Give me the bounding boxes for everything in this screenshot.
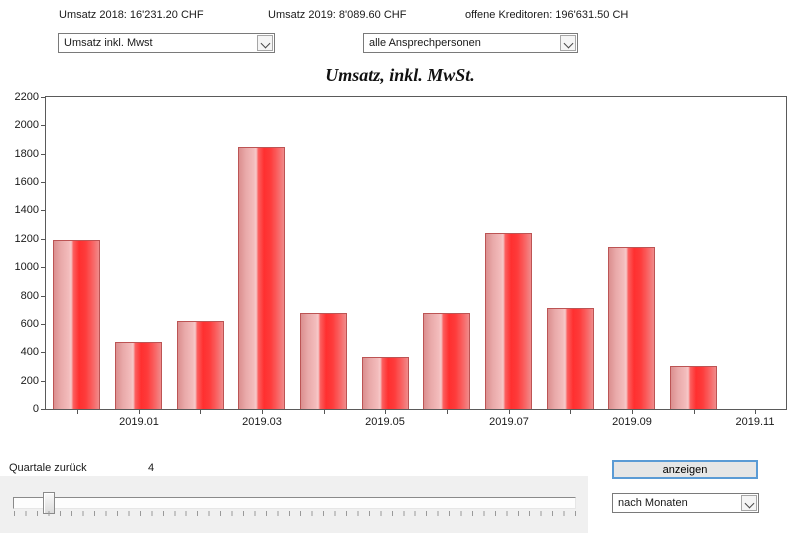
- x-axis-tick: [570, 410, 571, 414]
- bar-2019.08: [546, 308, 594, 409]
- offene-kreditoren-label: offene Kreditoren: 196'631.50 CH: [465, 9, 629, 21]
- persons-select[interactable]: alle Ansprechpersonen: [363, 33, 578, 53]
- y-axis-tick: [41, 97, 45, 98]
- bar-2019.10: [670, 366, 717, 409]
- slider-tick-marks: [14, 511, 577, 516]
- x-axis-tick: [262, 410, 263, 414]
- chevron-down-icon: [744, 498, 755, 509]
- granularity-select-value: nach Monaten: [618, 497, 688, 509]
- bar-2019.01: [115, 342, 162, 409]
- y-axis-label: 200: [20, 375, 39, 387]
- chevron-down-icon: [563, 38, 574, 49]
- bar-2019.07: [485, 233, 532, 409]
- x-axis-label: 2019.11: [735, 416, 775, 428]
- bar-2018.12: [53, 240, 101, 409]
- y-axis-tick: [41, 381, 45, 382]
- y-axis-tick: [41, 324, 45, 325]
- quarters-slider-track[interactable]: [13, 497, 576, 509]
- y-axis-label: 1800: [14, 148, 39, 160]
- metric-select[interactable]: Umsatz inkl. Mwst: [58, 33, 275, 53]
- metric-select-value: Umsatz inkl. Mwst: [64, 37, 153, 49]
- y-axis-tick: [41, 352, 45, 353]
- x-axis-label: 2019.03: [242, 416, 282, 428]
- y-axis-label: 1000: [14, 261, 39, 273]
- x-axis-label: 2019.01: [119, 416, 159, 428]
- x-axis-tick: [324, 410, 325, 414]
- bar-2019.09: [608, 247, 656, 409]
- y-axis-label: 1400: [14, 204, 39, 216]
- x-axis-label: 2019.09: [612, 416, 652, 428]
- x-axis-tick: [77, 410, 78, 414]
- y-axis-label: 400: [20, 346, 39, 358]
- chevron-down-icon: [260, 38, 271, 49]
- bar-2019.03: [238, 147, 286, 409]
- anzeigen-button[interactable]: anzeigen: [612, 460, 758, 479]
- y-axis-label: 1200: [14, 233, 39, 245]
- bar-2019.06: [423, 313, 471, 409]
- quartale-zurueck-label: Quartale zurück: [9, 462, 87, 474]
- y-axis-label: 2200: [14, 91, 39, 103]
- y-axis-tick: [41, 267, 45, 268]
- bar-2019.05: [361, 357, 409, 409]
- y-axis-label: 0: [32, 403, 39, 415]
- x-axis-tick: [385, 410, 386, 414]
- umsatz-2019-label: Umsatz 2019: 8'089.60 CHF: [268, 9, 407, 21]
- y-axis-tick: [41, 125, 45, 126]
- y-axis-label: 1600: [14, 176, 39, 188]
- bar-2019.02: [176, 321, 224, 409]
- umsatz-2018-label: Umsatz 2018: 16'231.20 CHF: [59, 9, 204, 21]
- x-axis-tick: [509, 410, 510, 414]
- y-axis-tick: [41, 239, 45, 240]
- y-axis-label: 600: [20, 318, 39, 330]
- x-axis-tick: [200, 410, 201, 414]
- x-axis-tick: [694, 410, 695, 414]
- x-axis-tick: [755, 410, 756, 414]
- x-axis-tick: [139, 410, 140, 414]
- persons-select-arrow-button[interactable]: [560, 35, 576, 51]
- y-axis-tick: [41, 296, 45, 297]
- quartale-zurueck-value: 4: [148, 462, 155, 474]
- y-axis-label: 800: [20, 290, 39, 302]
- x-axis-label: 2019.07: [489, 416, 529, 428]
- granularity-select[interactable]: nach Monaten: [612, 493, 759, 513]
- bar-2019.04: [300, 313, 347, 409]
- y-axis-tick: [41, 154, 45, 155]
- y-axis-label: 2000: [14, 119, 39, 131]
- y-axis-tick: [41, 210, 45, 211]
- chart-title: Umsatz, inkl. MwSt.: [325, 65, 475, 85]
- y-axis-tick: [41, 182, 45, 183]
- persons-select-value: alle Ansprechpersonen: [369, 37, 481, 49]
- bar-chart-plot-area: [45, 96, 787, 410]
- x-axis-tick: [447, 410, 448, 414]
- x-axis-tick: [632, 410, 633, 414]
- slider-panel: [0, 476, 588, 533]
- metric-select-arrow-button[interactable]: [257, 35, 273, 51]
- granularity-select-arrow-button[interactable]: [741, 495, 757, 511]
- x-axis-label: 2019.05: [365, 416, 405, 428]
- y-axis-tick: [41, 409, 45, 410]
